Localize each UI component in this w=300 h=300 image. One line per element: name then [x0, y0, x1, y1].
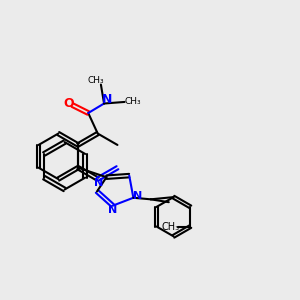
Text: N: N: [101, 93, 112, 106]
Text: N: N: [94, 178, 103, 188]
Text: N: N: [134, 191, 143, 201]
Text: CH₃: CH₃: [88, 76, 104, 85]
Text: N: N: [108, 206, 117, 215]
Text: CH₃: CH₃: [124, 98, 141, 106]
Text: CH₃: CH₃: [162, 221, 180, 232]
Text: O: O: [63, 97, 74, 110]
